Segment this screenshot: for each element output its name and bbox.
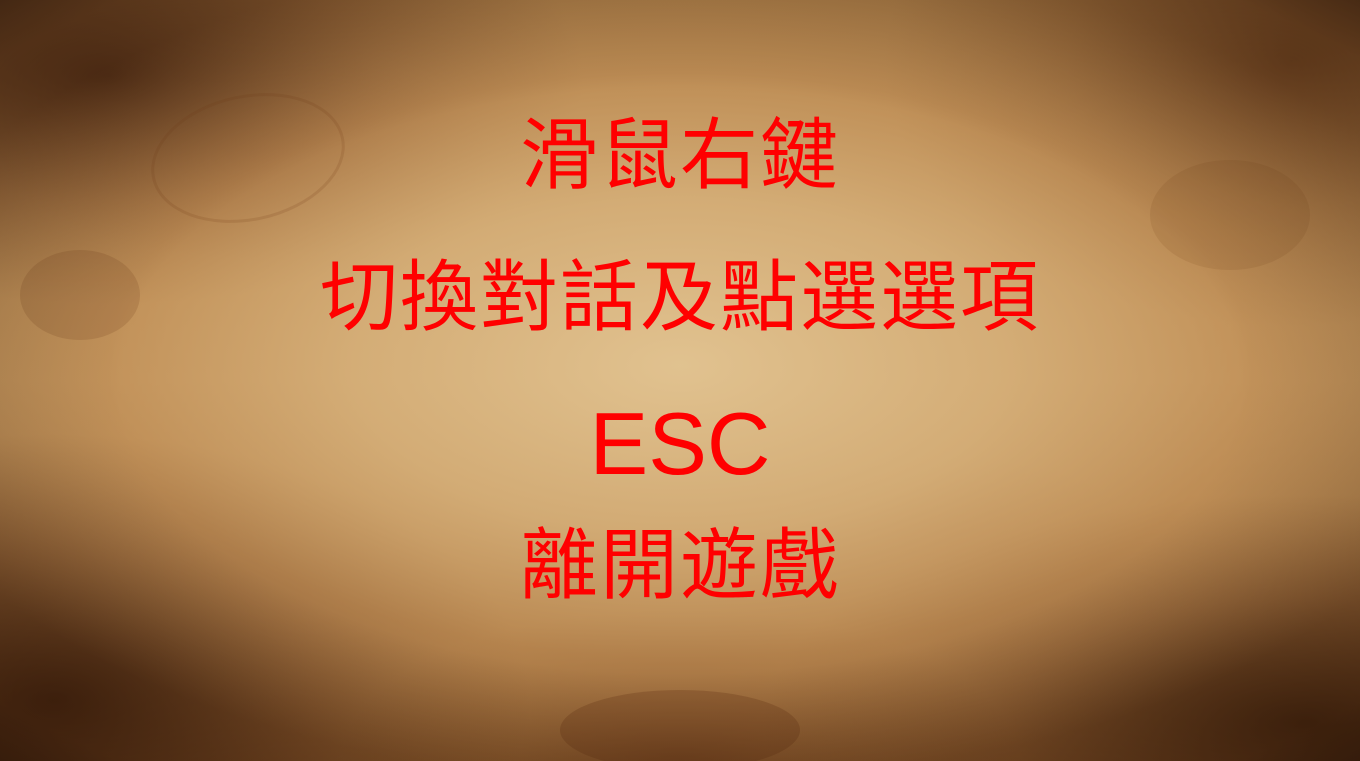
esc-key-label: ESC xyxy=(589,394,771,493)
right-click-description: 切換對話及點選選項 xyxy=(319,253,1040,343)
parchment-stain xyxy=(560,690,800,761)
esc-key-description: 離開遊戲 xyxy=(519,521,840,611)
controls-instructions: 滑鼠右鍵 切換對話及點選選項 ESC 離開遊戲 xyxy=(0,112,1360,622)
right-click-label: 滑鼠右鍵 xyxy=(519,111,840,201)
